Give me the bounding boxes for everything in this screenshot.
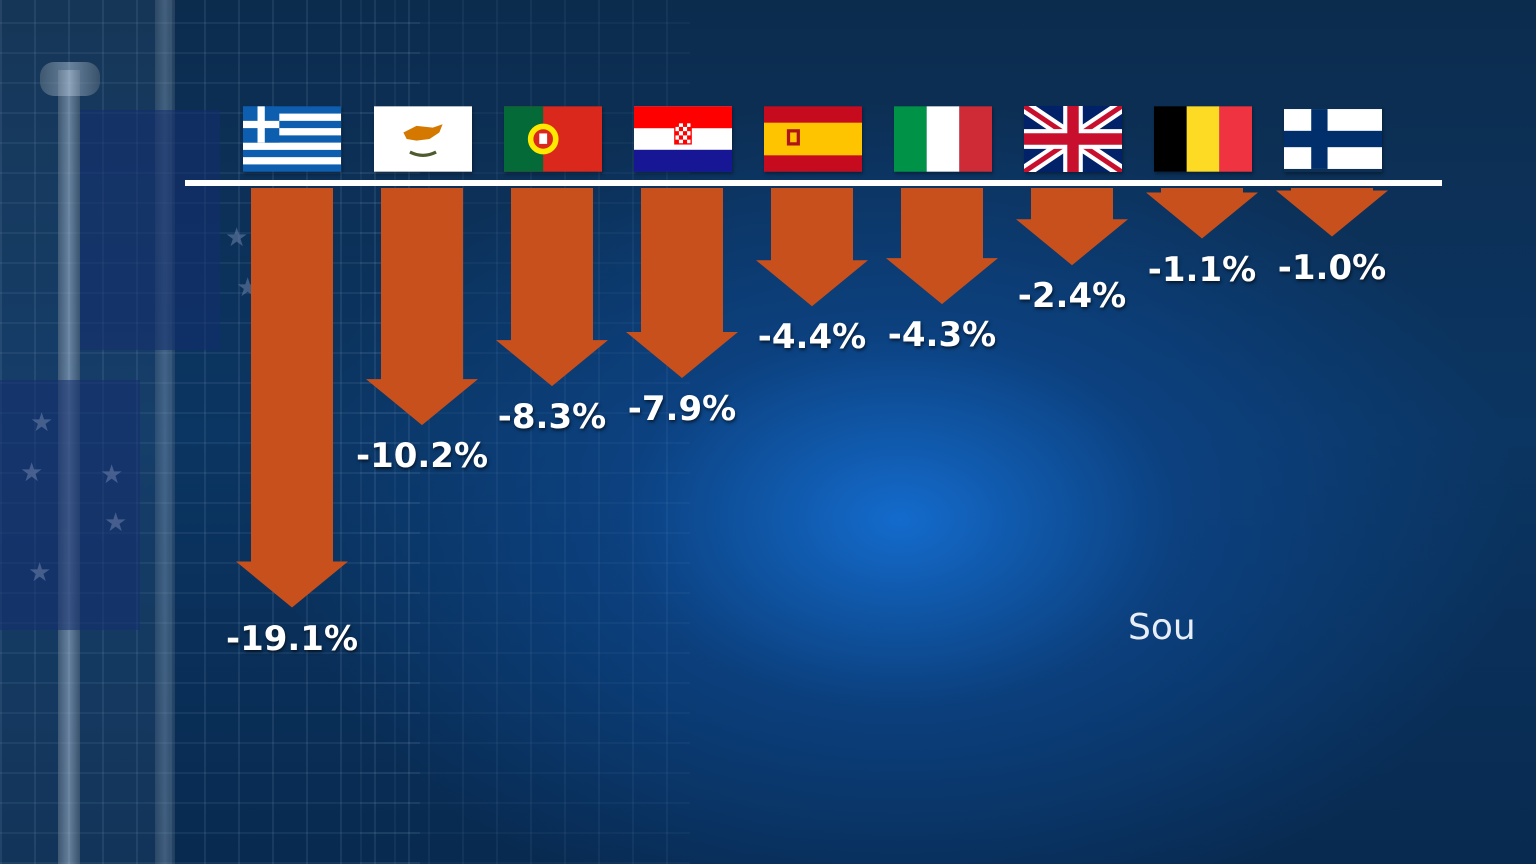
arrow-italy bbox=[886, 188, 998, 305]
arrow-portugal bbox=[496, 188, 608, 387]
value-label-belgium: -1.1% bbox=[1147, 249, 1257, 290]
value-label-spain: -4.4% bbox=[757, 317, 867, 358]
croatia-flag-icon bbox=[634, 106, 732, 172]
belgium-flag-icon bbox=[1154, 106, 1252, 172]
portugal-flag-icon bbox=[504, 106, 602, 172]
spain-flag-icon bbox=[764, 106, 862, 172]
arrow-cyprus bbox=[366, 188, 478, 426]
value-label-greece: -19.1% bbox=[225, 618, 359, 659]
value-label-cyprus: -10.2% bbox=[355, 436, 489, 477]
arrow-spain bbox=[756, 188, 868, 307]
finland-flag-icon bbox=[1284, 106, 1382, 172]
uk-flag-icon bbox=[1024, 106, 1122, 172]
chart-baseline bbox=[185, 180, 1442, 186]
value-label-uk: -2.4% bbox=[1017, 276, 1127, 317]
arrow-finland bbox=[1276, 188, 1388, 237]
arrow-uk bbox=[1016, 188, 1128, 266]
arrow-greece bbox=[236, 188, 348, 608]
cyprus-flag-icon bbox=[374, 106, 472, 172]
source-text: Sou bbox=[1128, 607, 1196, 648]
greece-flag-icon bbox=[243, 106, 341, 172]
arrow-croatia bbox=[626, 188, 738, 378]
value-label-portugal: -8.3% bbox=[497, 397, 607, 438]
value-label-croatia: -7.9% bbox=[627, 388, 737, 429]
value-label-italy: -4.3% bbox=[887, 315, 997, 356]
arrow-belgium bbox=[1146, 188, 1258, 239]
value-label-finland: -1.0% bbox=[1277, 247, 1387, 288]
italy-flag-icon bbox=[894, 106, 992, 172]
